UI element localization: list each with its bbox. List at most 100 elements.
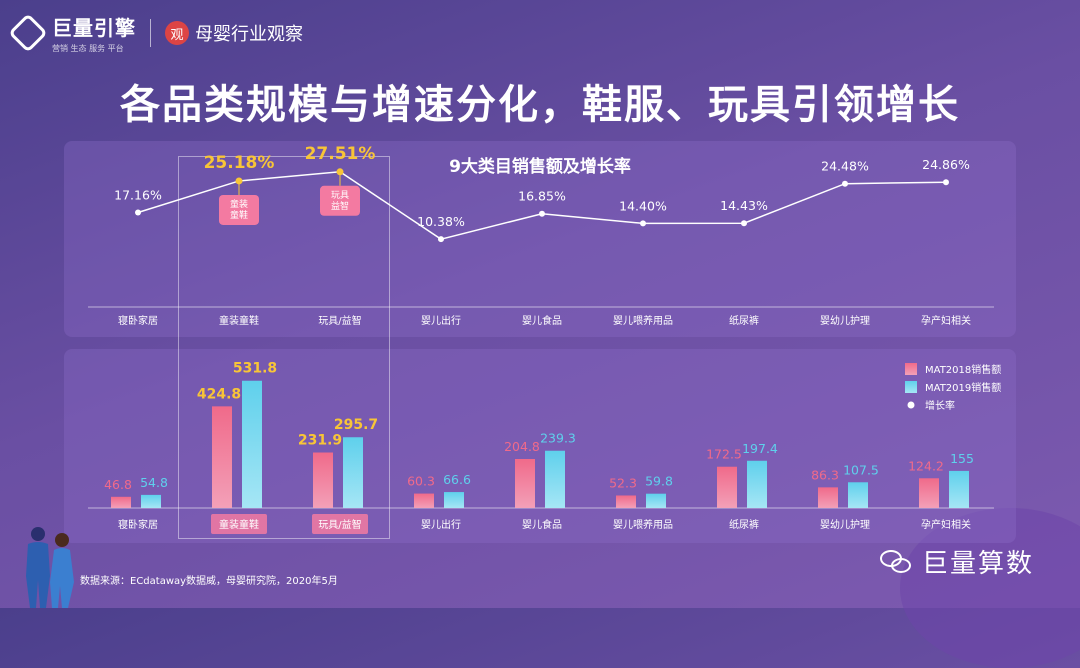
growth-value-label: 14.43% bbox=[720, 198, 768, 213]
wechat-icon bbox=[880, 549, 912, 574]
growth-category-label: 纸尿裤 bbox=[729, 314, 759, 327]
growth-chart-panel bbox=[64, 141, 1016, 337]
bar-2018-value-label: 46.8 bbox=[104, 477, 132, 492]
bar-2019 bbox=[141, 494, 161, 508]
growth-category-label: 婴儿喂养用品 bbox=[613, 314, 673, 327]
growth-point bbox=[235, 177, 243, 185]
sales-category-label: 童装童鞋 bbox=[219, 518, 259, 531]
sales-category-label: 玩具/益智 bbox=[318, 518, 361, 531]
bar-2019-value-label: 295.7 bbox=[334, 417, 378, 433]
legend-marker-growth bbox=[907, 401, 915, 409]
bar-2019 bbox=[646, 493, 666, 508]
bar-2019 bbox=[545, 450, 565, 508]
bar-2018 bbox=[616, 495, 636, 508]
growth-point bbox=[943, 179, 949, 186]
growth-category-label: 孕产妇相关 bbox=[921, 314, 971, 327]
bar-2019-value-label: 54.8 bbox=[140, 475, 168, 490]
growth-point bbox=[438, 236, 444, 243]
bar-2019-value-label: 197.4 bbox=[742, 441, 778, 456]
header-bar: 巨量引擎 营销 生态 服务 平台 观 母婴行业观察 bbox=[8, 12, 303, 54]
page-title: 各品类规模与增速分化，鞋服、玩具引领增长 bbox=[120, 82, 960, 128]
bar-2019 bbox=[242, 380, 262, 508]
bar-2018-value-label: 86.3 bbox=[811, 467, 839, 482]
bar-2018 bbox=[313, 452, 333, 508]
sales-category-label: 婴儿喂养用品 bbox=[613, 518, 673, 531]
bar-2019 bbox=[444, 492, 464, 508]
growth-value-label: 10.38% bbox=[417, 214, 465, 229]
growth-value-label: 17.16% bbox=[114, 188, 162, 203]
growth-point bbox=[640, 220, 646, 227]
growth-category-label: 寝卧家居 bbox=[118, 314, 158, 327]
bar-2018-value-label: 172.5 bbox=[706, 447, 742, 462]
growth-category-label: 婴幼儿护理 bbox=[820, 314, 870, 327]
bar-2019-value-label: 66.6 bbox=[443, 472, 471, 487]
bar-2018-value-label: 231.9 bbox=[298, 433, 342, 449]
callout-badge-text: 益智 bbox=[331, 200, 349, 212]
legend-label-growth: 增长率 bbox=[925, 399, 955, 412]
bar-2018-value-label: 124.2 bbox=[908, 458, 944, 473]
bar-2019-value-label: 531.8 bbox=[233, 361, 277, 377]
partner-name: 母婴行业观察 bbox=[195, 24, 303, 45]
growth-value-label: 27.51% bbox=[305, 144, 376, 164]
chart-canvas: 9大类目销售额及增长率 17.16% 寝卧家居 25.18% 童装童鞋 27.51% 玩具/… bbox=[104, 143, 1001, 534]
growth-point bbox=[336, 168, 344, 176]
footer-brand: 巨量算数 bbox=[880, 543, 1034, 580]
callout-badge bbox=[320, 185, 360, 216]
bar-2018 bbox=[111, 496, 131, 508]
legend-swatch-2018 bbox=[905, 363, 917, 375]
footer-brand-name: 巨量算数 bbox=[922, 549, 1035, 579]
callout-badge bbox=[219, 194, 259, 225]
growth-category-label: 童装童鞋 bbox=[219, 314, 259, 327]
partner-seal-icon: 观 bbox=[165, 21, 189, 45]
sales-category-label: 婴儿出行 bbox=[421, 518, 461, 531]
growth-category-label: 玩具/益智 bbox=[318, 314, 361, 327]
bar-2019-value-label: 107.5 bbox=[843, 462, 879, 477]
bar-2019-value-label: 239.3 bbox=[540, 431, 576, 446]
bar-2019-value-label: 155 bbox=[950, 451, 974, 466]
growth-value-label: 14.40% bbox=[619, 198, 667, 213]
brand-block: 巨量引擎 营销 生态 服务 平台 bbox=[52, 12, 136, 54]
data-source: 数据来源：ECdataway数据威，母婴研究院，2020年5月 bbox=[80, 576, 338, 587]
sales-category-label: 婴幼儿护理 bbox=[820, 518, 870, 531]
bar-2018 bbox=[212, 406, 232, 508]
growth-point bbox=[741, 220, 747, 227]
highlight-category-bg bbox=[312, 514, 368, 534]
growth-point bbox=[842, 180, 848, 187]
bar-2018-value-label: 60.3 bbox=[407, 474, 435, 489]
callout-badge-text: 童鞋 bbox=[230, 209, 248, 221]
brand-name: 巨量引擎 bbox=[52, 16, 136, 40]
sales-category-label: 纸尿裤 bbox=[729, 518, 759, 531]
sales-category-label: 寝卧家居 bbox=[118, 518, 158, 531]
bar-2018-value-label: 424.8 bbox=[197, 386, 241, 402]
bar-2018 bbox=[919, 478, 939, 508]
couple-illustration-icon bbox=[26, 527, 74, 608]
growth-point bbox=[135, 209, 141, 216]
growth-category-label: 婴儿食品 bbox=[522, 314, 562, 327]
legend-label-2018: MAT2018销售额 bbox=[925, 363, 1001, 376]
callout-badge-text: 玩具 bbox=[331, 190, 349, 201]
bar-2018-value-label: 204.8 bbox=[504, 439, 540, 454]
bar-2018-value-label: 52.3 bbox=[609, 475, 637, 490]
sales-category-label: 孕产妇相关 bbox=[921, 518, 971, 531]
growth-value-label: 24.86% bbox=[922, 157, 970, 172]
bar-2019 bbox=[949, 470, 969, 508]
bar-2018 bbox=[515, 458, 535, 508]
highlight-frame bbox=[178, 156, 390, 539]
highlight-category-bg bbox=[211, 514, 267, 534]
bar-2019 bbox=[848, 482, 868, 508]
growth-rate-line bbox=[137, 171, 947, 240]
growth-value-label: 25.18% bbox=[204, 153, 275, 173]
growth-value-label: 24.48% bbox=[821, 159, 869, 174]
growth-chart-title: 9大类目销售额及增长率 bbox=[449, 156, 631, 177]
bar-2019 bbox=[343, 437, 363, 508]
growth-value-label: 16.85% bbox=[518, 189, 566, 204]
growth-category-label: 婴儿出行 bbox=[421, 314, 461, 327]
bar-2018 bbox=[818, 487, 838, 508]
sales-category-label: 婴儿食品 bbox=[522, 518, 562, 531]
growth-point bbox=[539, 210, 545, 217]
brand-subtitle: 营销 生态 服务 平台 bbox=[52, 44, 124, 53]
bar-2019 bbox=[747, 460, 767, 508]
bar-2018 bbox=[414, 493, 434, 508]
header-divider bbox=[150, 19, 151, 47]
callout-badge-text: 童装 bbox=[230, 198, 248, 210]
